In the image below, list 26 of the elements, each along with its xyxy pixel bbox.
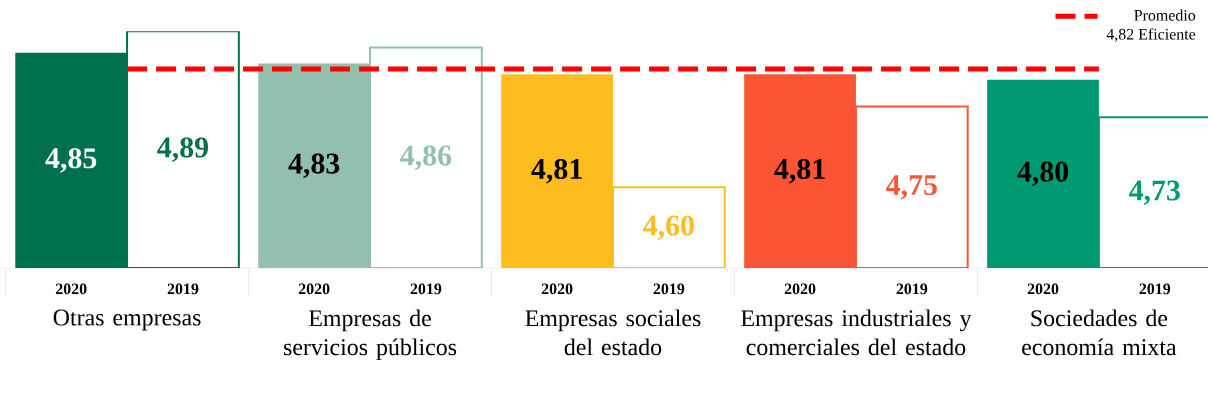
series-label: 2020 [55,283,87,295]
data-label: 4,73 [1129,180,1180,205]
text: 2019 [410,283,442,295]
data-label: 4,83 [288,153,340,179]
data-label: 4,89 [157,137,209,162]
text: 2020 [541,283,573,295]
x-tick-label: Otras empresas [53,309,201,331]
text: 2020 [784,283,816,295]
text: 2019 [896,283,928,295]
data-label: 4,80 [1017,161,1069,187]
text: 2019 [1139,283,1171,295]
data-label: 4,81 [531,158,582,184]
x-tick-label: Sociedades de economía mixta [1022,309,1177,356]
text: 2019 [653,283,685,295]
data-label: 4,85 [45,148,97,173]
series-label: 2019 [167,283,199,295]
data-label: 4,75 [886,175,937,200]
x-tick-label: Empresas sociales del estado [525,309,701,356]
data-label: 4,81 [774,158,825,184]
text: 2020 [298,283,330,295]
legend-label: Promedio 4,82 Eficiente [1106,9,1196,42]
x-tick-label: Empresas industriales y comerciales del estado [741,309,972,356]
text: 2020 [1027,283,1059,295]
x-tick-label: Empresas de servicios públicos [284,309,457,361]
data-label: 4,60 [643,215,694,240]
data-label: 4,86 [400,145,452,170]
